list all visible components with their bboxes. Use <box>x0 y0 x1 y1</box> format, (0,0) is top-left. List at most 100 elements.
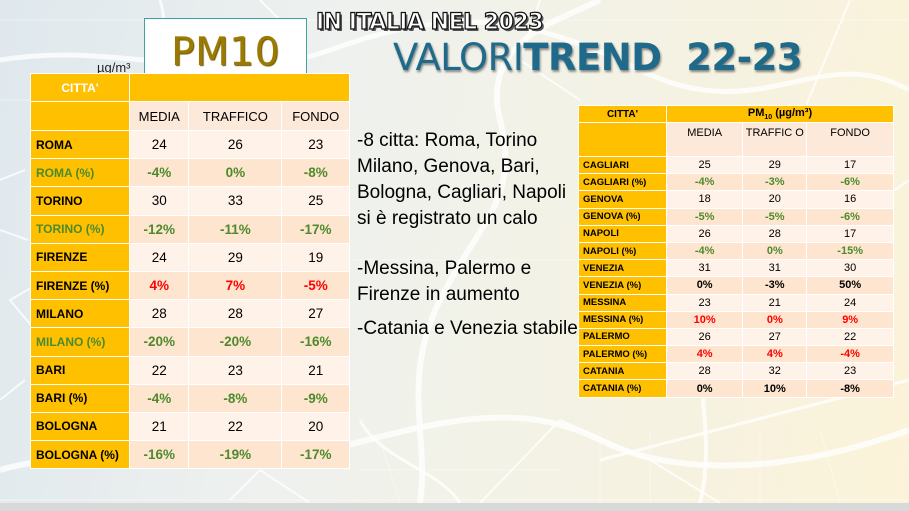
cell-traffico: 31 <box>742 259 808 278</box>
cell-media: 10% <box>665 310 744 329</box>
cell-traffico: 27 <box>742 327 808 347</box>
cell-traffico: 26 <box>188 129 283 160</box>
table-row: CAGLIARI (%) -4% -3% -6% <box>578 173 894 192</box>
table-row: MILANO (%) -20% -20% -16% <box>30 327 350 357</box>
cell-media: 22 <box>128 355 190 385</box>
cell-fondo: -6% <box>806 173 894 192</box>
table-row: ROMA (%) -4% 0% -8% <box>30 158 350 188</box>
table-row: BARI (%) -4% -8% -9% <box>30 383 350 413</box>
table-row: CATANIA (%) 0% 10% -8% <box>578 379 894 398</box>
cell-fondo: 24 <box>806 293 894 312</box>
cell-media: 26 <box>665 224 744 243</box>
cell-media: 25 <box>665 155 744 175</box>
row-city-label: ROMA <box>30 129 130 160</box>
table-row: BARI 22 23 21 <box>30 355 350 385</box>
left-table-columns-row: MEDIA TRAFFICO FONDO <box>30 101 350 131</box>
cell-traffico: 0% <box>742 241 808 261</box>
cell-fondo: -5% <box>281 270 350 301</box>
cell-media: -20% <box>128 327 190 357</box>
cell-media: 4% <box>128 270 190 301</box>
note-increase: -Messina, Palermo e Firenze in aumento <box>357 258 532 305</box>
cell-fondo: 17 <box>806 155 894 175</box>
right-col-fondo: FONDO <box>806 122 894 157</box>
title-trend: TREND 22-23 <box>523 36 803 79</box>
right-city-blank <box>578 122 667 157</box>
cell-traffico: -20% <box>188 327 283 357</box>
cell-traffico: 32 <box>742 362 808 381</box>
cell-media: 24 <box>128 129 190 160</box>
table-row: BOLOGNA (%) -16% -19% -17% <box>30 440 350 470</box>
note-decrease: -8 citta: Roma, Torino Milano, Genova, B… <box>357 130 567 229</box>
row-city-label: ROMA (%) <box>30 158 130 188</box>
row-city-label: BOLOGNA (%) <box>30 440 130 470</box>
table-row: VENEZIA (%) 0% -3% 50% <box>578 276 894 295</box>
table-row: NAPOLI 26 28 17 <box>578 224 894 243</box>
cell-fondo: -16% <box>281 327 350 357</box>
cell-fondo: 27 <box>281 299 350 329</box>
cell-media: 26 <box>665 327 744 347</box>
cell-fondo: -17% <box>281 214 350 244</box>
row-city-label: MESSINA <box>578 293 667 312</box>
row-city-label: BARI (%) <box>30 383 130 413</box>
cell-traffico: -11% <box>188 214 283 244</box>
row-city-label: GENOVA <box>578 190 667 209</box>
cell-fondo: -6% <box>806 207 894 226</box>
right-group-header: PM10 (µg/m³) <box>666 105 894 123</box>
cell-fondo: 23 <box>281 129 350 160</box>
table-row: CAGLIARI 25 29 17 <box>578 155 894 175</box>
cell-traffico: 23 <box>188 355 283 385</box>
row-city-label: MESSINA (%) <box>578 310 667 329</box>
row-city-label: CAGLIARI <box>578 155 667 175</box>
cell-media: 21 <box>128 411 190 442</box>
left-city-header: CITTA' <box>30 73 130 102</box>
row-city-label: NAPOLI <box>578 224 667 243</box>
table-row: ROMA 24 26 23 <box>30 129 350 160</box>
row-city-label: NAPOLI (%) <box>578 241 667 261</box>
table-row: MILANO 28 28 27 <box>30 299 350 329</box>
table-row: VENEZIA 31 31 30 <box>578 259 894 278</box>
cell-fondo: 19 <box>281 242 350 272</box>
row-city-label: BARI <box>30 355 130 385</box>
cell-media: 0% <box>665 276 744 295</box>
cell-fondo: 23 <box>806 362 894 381</box>
right-table: CITTA' PM10 (µg/m³) MEDIA TRAFFIC O FOND… <box>578 105 894 398</box>
cell-fondo: 25 <box>281 186 350 216</box>
cell-media: 28 <box>128 299 190 329</box>
table-row: TORINO (%) -12% -11% -17% <box>30 214 350 244</box>
right-table-columns-row: MEDIA TRAFFIC O FONDO <box>578 122 894 157</box>
row-city-label: PALERMO <box>578 327 667 347</box>
cell-traffico: -3% <box>742 276 808 295</box>
row-city-label: MILANO (%) <box>30 327 130 357</box>
right-group-header-unit: (µg/m³) <box>772 106 813 119</box>
cell-traffico: 10% <box>742 379 808 398</box>
cell-fondo: -17% <box>281 440 350 470</box>
left-col-traffico: TRAFFICO <box>188 101 283 131</box>
cell-fondo: -15% <box>806 241 894 261</box>
cell-media: -12% <box>128 214 190 244</box>
cell-fondo: -8% <box>806 379 894 398</box>
cell-traffico: 0% <box>188 158 283 188</box>
cell-fondo: 30 <box>806 259 894 278</box>
left-table-body: ROMA 24 26 23 ROMA (%) -4% 0% -8% TORINO 30 33 25 TO… <box>30 129 350 470</box>
cell-traffico: 0% <box>742 310 808 329</box>
right-col-traffico: TRAFFIC O <box>742 122 808 157</box>
row-city-label: CATANIA <box>578 362 667 381</box>
table-row: FIRENZE 24 29 19 <box>30 242 350 272</box>
cell-traffico: 28 <box>188 299 283 329</box>
table-row: NAPOLI (%) -4% 0% -15% <box>578 241 894 261</box>
cell-media: 30 <box>128 186 190 216</box>
table-row: MESSINA 23 21 24 <box>578 293 894 312</box>
cell-traffico: -5% <box>742 207 808 226</box>
cell-fondo: -8% <box>281 158 350 188</box>
cell-traffico: -8% <box>188 383 283 413</box>
right-group-header-sub: 10 <box>764 114 773 122</box>
row-city-label: CAGLIARI (%) <box>578 173 667 192</box>
left-city-blank <box>30 101 130 131</box>
row-city-label: CATANIA (%) <box>578 379 667 398</box>
table-row: TORINO 30 33 25 <box>30 186 350 216</box>
cell-media: -4% <box>665 173 744 192</box>
table-row: BOLOGNA 21 22 20 <box>30 411 350 442</box>
cell-traffico: 4% <box>742 345 808 364</box>
row-city-label: VENEZIA <box>578 259 667 278</box>
cell-media: 18 <box>665 190 744 209</box>
